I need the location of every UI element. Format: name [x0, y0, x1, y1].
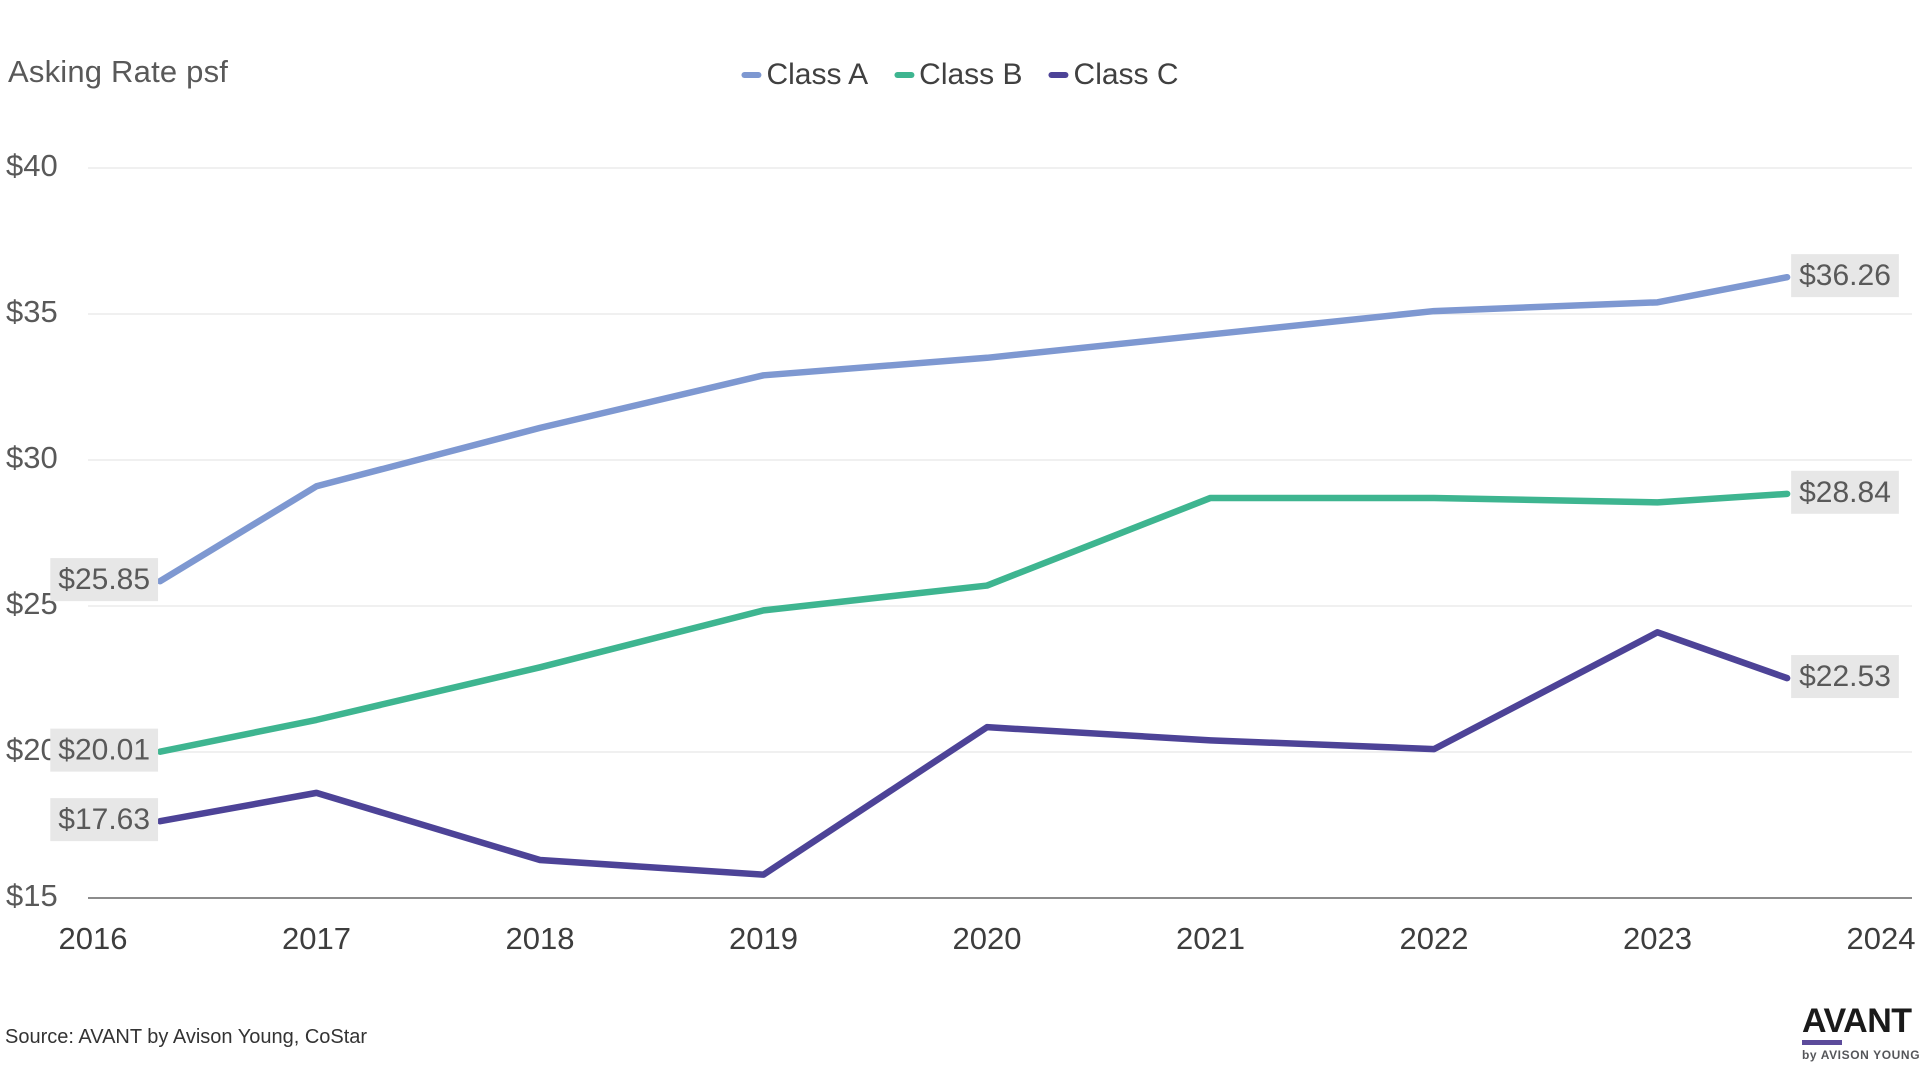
x-tick-label: 2023	[1623, 921, 1692, 956]
x-tick-label: 2020	[953, 921, 1022, 956]
legend-swatch-icon	[894, 72, 915, 78]
start-value-label: $25.85	[58, 563, 150, 596]
end-value-label: $28.84	[1799, 476, 1891, 509]
x-tick-label: 2019	[729, 921, 798, 956]
avant-logo-text: AVANT	[1802, 1002, 1912, 1040]
legend-item-class-c: Class C	[1048, 58, 1179, 92]
start-value-label: $20.01	[58, 734, 150, 767]
series-line-class-a	[156, 273, 1791, 585]
chart-legend: Class A Class B Class C	[741, 58, 1179, 92]
legend-label: Class C	[1073, 58, 1179, 91]
data-label-box	[1791, 655, 1899, 699]
x-tick-label: 2024	[1847, 921, 1916, 956]
avant-logo: AVANT by AVISON YOUNG	[1802, 1002, 1920, 1062]
series-line-class-b	[156, 490, 1791, 755]
chart-title: Asking Rate psf	[8, 54, 229, 89]
y-tick-label: $30	[6, 440, 58, 475]
x-tick-label: 2017	[282, 921, 351, 956]
data-label-box	[1791, 254, 1899, 298]
avant-logo-underline	[1802, 1040, 1842, 1045]
source-note: Source: AVANT by Avison Young, CoStar	[5, 1026, 368, 1048]
legend-item-class-a: Class A	[741, 58, 868, 92]
end-value-label: $22.53	[1799, 660, 1891, 693]
y-tick-label: $25	[6, 586, 58, 621]
avant-logo-subtext: by AVISON YOUNG	[1802, 1048, 1920, 1062]
series-line-class-c	[156, 629, 1791, 878]
end-value-label: $36.26	[1799, 259, 1891, 292]
legend-label: Class A	[766, 58, 869, 91]
x-tick-label: 2021	[1176, 921, 1245, 956]
data-label-box	[1791, 470, 1899, 514]
x-tick-label: 2022	[1400, 921, 1469, 956]
y-tick-label: $20	[6, 732, 58, 767]
y-tick-label: $35	[6, 294, 58, 329]
data-label-box	[50, 728, 159, 772]
legend-item-class-b: Class B	[894, 58, 1023, 92]
start-value-label: $17.63	[58, 803, 150, 836]
data-label-box	[50, 558, 159, 602]
legend-label: Class B	[919, 58, 1023, 91]
legend-swatch-icon	[741, 72, 762, 78]
x-tick-label: 2016	[59, 921, 128, 956]
legend-swatch-icon	[1048, 72, 1069, 78]
data-label-box	[50, 798, 159, 842]
y-tick-label: $40	[6, 148, 58, 183]
y-tick-label: $15	[6, 878, 58, 913]
x-tick-label: 2018	[506, 921, 575, 956]
